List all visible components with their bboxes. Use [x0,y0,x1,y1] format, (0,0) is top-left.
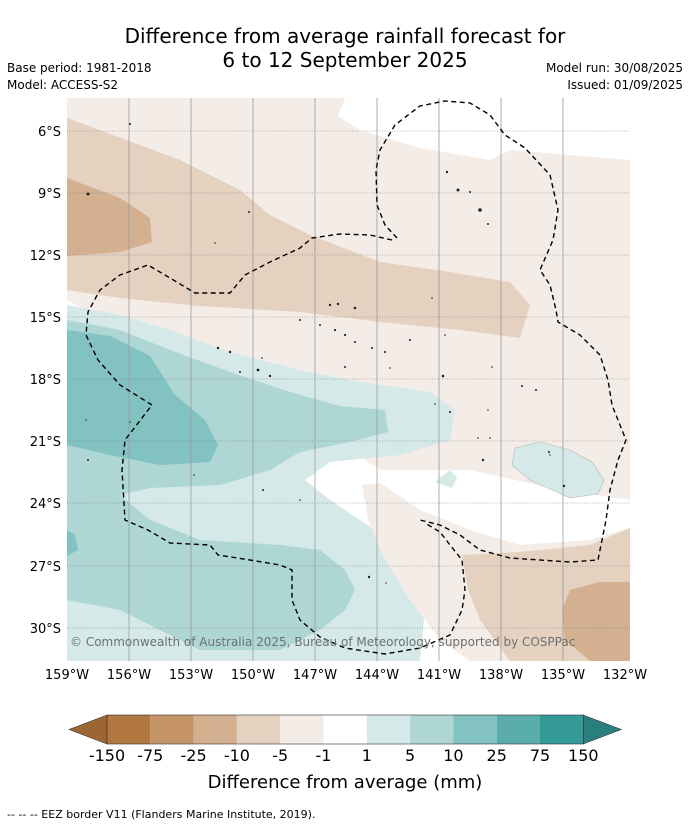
colorbar-tick-label: 1 [362,746,372,765]
colorbar-tick-label: 150 [568,746,599,765]
colorbar-title: Difference from average (mm) [208,772,483,793]
colorbar-segment [540,715,584,744]
copyright-notice: © Commonwealth of Australia 2025, Bureau… [70,635,575,649]
longitude-axis: 159°W 156°W 153°W 150°W 147°W 144°W 141°… [45,668,647,683]
lon-label: 138°W [479,668,523,683]
lat-label: 6°S [38,125,61,140]
colorbar-tick-label: -1 [316,746,332,765]
eez-border [85,100,627,655]
colorbar-frame [106,714,584,745]
lon-label: 159°W [45,668,89,683]
model-info: Base period: 1981-2018 Model: ACCESS-S2 [7,60,152,94]
colorbar-extension-high [582,714,623,745]
colorbar-tick-label: -150 [89,746,125,765]
colorbar-tick-label: 5 [405,746,415,765]
colorbar-segment [150,715,194,744]
colorbar-segment [107,715,151,744]
model-name: Model: ACCESS-S2 [7,78,119,92]
lon-label: 141°W [417,668,461,683]
dry-patch-west [67,178,152,256]
issued-date: Issued: 01/09/2025 [567,78,683,92]
dry-patch-southeast [562,582,630,661]
lon-label: 144°W [355,668,399,683]
colorbar-tick-label: -25 [181,746,207,765]
run-info: Model run: 30/08/2025 Issued: 01/09/2025 [546,60,683,94]
colorbar-segment [323,715,367,744]
map-title: Difference from average rainfall forecas… [0,24,690,72]
wet-patch-small [435,470,457,488]
lat-label: 21°S [30,435,61,450]
colorbar-segment [193,715,237,744]
map-title-line-2: 6 to 12 September 2025 [222,48,468,72]
colorbar-tick-label: 10 [443,746,463,765]
colorbar-tick-label: 25 [487,746,507,765]
base-period: Base period: 1981-2018 [7,61,152,75]
rainfall-map: © Commonwealth of Australia 2025, Bureau… [67,98,630,661]
lat-label: 18°S [30,373,61,388]
lon-label: 132°W [603,668,647,683]
wet-core-west [67,330,218,465]
colorbar-tick-label: 75 [530,746,550,765]
colorbar: -150 -75 -25 -10 -5 -1 1 5 10 25 75 150 [68,714,623,765]
colorbar-tick-label: -75 [137,746,163,765]
lat-label: 24°S [30,497,61,512]
map-title-line-1: Difference from average rainfall forecas… [124,24,566,48]
colorbar-segment [236,715,281,744]
lat-label: 9°S [38,187,61,202]
wet-patch-southwest [67,530,78,556]
eez-footnote: -- -- -- EEZ border V11 (Flanders Marine… [7,808,316,821]
latitude-axis: 6°S 9°S 12°S 15°S 18°S 21°S 24°S 27°S 30… [30,125,61,637]
lon-label: 153°W [169,668,213,683]
colorbar-tick-label: -10 [224,746,250,765]
lon-label: 150°W [231,668,275,683]
lat-label: 12°S [30,249,61,264]
colorbar-segment [453,715,497,744]
colorbar-segment [410,715,454,744]
lat-label: 30°S [30,622,61,637]
lat-label: 15°S [30,311,61,326]
dry-band-moderate [67,118,530,338]
lat-label: 27°S [30,560,61,575]
colorbar-segment [496,715,540,744]
model-run-date: Model run: 30/08/2025 [545,61,683,75]
islands [85,123,566,584]
lon-label: 156°W [107,668,151,683]
colorbar-segment [280,715,324,744]
wet-patch-east [511,441,605,499]
colorbar-segment [366,715,411,744]
lon-label: 147°W [293,668,337,683]
lon-label: 135°W [541,668,585,683]
colorbar-extension-low [68,714,108,745]
colorbar-tick-label: -5 [272,746,288,765]
